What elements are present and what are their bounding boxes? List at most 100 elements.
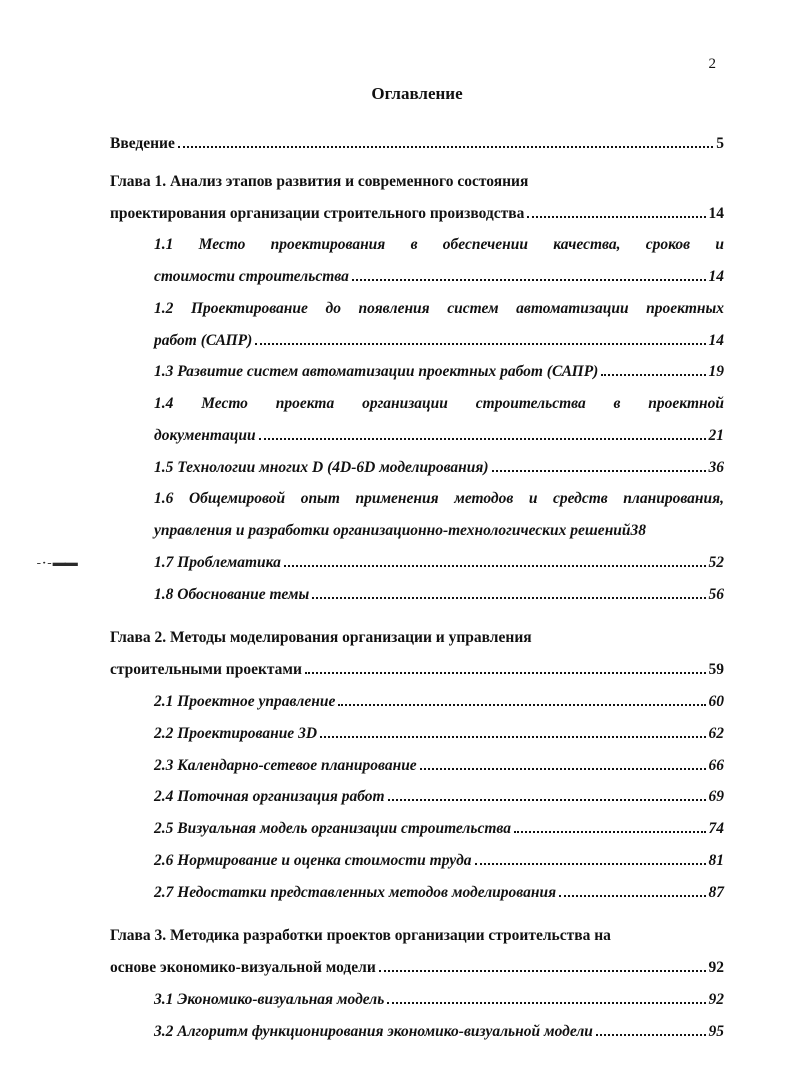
dot-leader — [284, 556, 706, 567]
toc-subentry: 3.2 Алгоритм функционирования экономико-… — [110, 1016, 724, 1048]
toc-page: 66 — [709, 750, 725, 782]
toc-entry: строительными проектами 59 — [110, 654, 724, 686]
toc-subentry: управления и разработки организационно-т… — [110, 515, 724, 547]
dot-leader — [601, 366, 705, 377]
dot-leader — [255, 334, 705, 345]
dot-leader — [527, 207, 705, 218]
toc-subentry: 2.2 Проектирование 3D 62 — [110, 718, 724, 750]
toc-label: 2.4 Поточная организация работ — [154, 781, 385, 813]
dot-leader — [312, 588, 705, 599]
toc-label: 2.5 Визуальная модель организации строит… — [154, 813, 511, 845]
toc-subentry: 1.7 Проблематика 52 — [110, 547, 724, 579]
toc-page: 81 — [709, 845, 725, 877]
toc-subentry: стоимости строительства 14 — [110, 261, 724, 293]
toc-page: 59 — [709, 654, 725, 686]
dot-leader — [379, 962, 706, 973]
toc-label: 1.4 Место проекта организации строительс… — [154, 388, 724, 420]
toc-label: Введение — [110, 128, 175, 160]
toc-subentry: 2.1 Проектное управление 60 — [110, 686, 724, 718]
chapter-heading: Глава 2. Методы моделирования организаци… — [110, 622, 724, 654]
toc-page: 21 — [709, 420, 725, 452]
toc-label: 1.7 Проблематика — [154, 547, 281, 579]
toc-page: 95 — [709, 1016, 725, 1048]
toc-subentry: 2.4 Поточная организация работ 69 — [110, 781, 724, 813]
toc-label: 3.2 Алгоритм функционирования экономико-… — [154, 1016, 593, 1048]
toc-subentry: 2.5 Визуальная модель организации строит… — [110, 813, 724, 845]
toc-page: 36 — [709, 452, 725, 484]
toc-label: 1.2 Проектирование до появления систем а… — [154, 293, 724, 325]
toc-subentry-continuation: 1.4 Место проекта организации строительс… — [110, 388, 724, 420]
toc-page: 60 — [709, 686, 725, 718]
toc-page: 87 — [709, 877, 725, 909]
toc-subentry: 1.5 Технологии многих D (4D-6D моделиров… — [110, 452, 724, 484]
toc-subentry: 2.7 Недостатки представленных методов мо… — [110, 877, 724, 909]
dot-leader — [352, 271, 706, 282]
toc-page: 62 — [709, 718, 725, 750]
toc-label: основе экономико-визуальной модели — [110, 952, 376, 984]
dot-leader — [514, 823, 706, 834]
chapter-heading: Глава 3. Методика разработки проектов ор… — [110, 920, 724, 952]
toc-page: 69 — [709, 781, 725, 813]
toc-page: 5 — [716, 128, 724, 160]
toc-subentry: документации 21 — [110, 420, 724, 452]
toc-label: проектирования организации строительного… — [110, 198, 524, 230]
toc-label: 1.3 Развитие систем автоматизации проект… — [154, 356, 598, 388]
dot-leader — [559, 886, 705, 897]
toc-subentry: работ (САПР) 14 — [110, 325, 724, 357]
toc-page: 92 — [709, 952, 725, 984]
toc-page: 14 — [709, 261, 725, 293]
toc-page: 56 — [709, 579, 725, 611]
toc-label: 1.5 Технологии многих D (4D-6D моделиров… — [154, 452, 489, 484]
toc-subentry: 1.3 Развитие систем автоматизации проект… — [110, 356, 724, 388]
toc-subentry: 2.6 Нормирование и оценка стоимости труд… — [110, 845, 724, 877]
toc-label: 2.7 Недостатки представленных методов мо… — [154, 877, 556, 909]
toc-entry: проектирования организации строительного… — [110, 198, 724, 230]
toc-label: стоимости строительства — [154, 261, 349, 293]
toc-label: работ (САПР) — [154, 325, 252, 357]
toc-page: 38 — [631, 515, 647, 547]
dot-leader — [259, 429, 706, 440]
dot-leader — [420, 759, 706, 770]
toc-subentry-continuation: 1.1 Место проектирования в обеспечении к… — [110, 229, 724, 261]
dot-leader — [596, 1025, 706, 1036]
spacer — [110, 908, 724, 914]
toc-subentry: 1.8 Обоснование темы 56 — [110, 579, 724, 611]
scan-artifact: - · - ▬▬ — [37, 557, 77, 569]
toc-label: управления и разработки организационно-т… — [154, 515, 631, 547]
dot-leader — [320, 727, 705, 738]
spacer — [110, 610, 724, 616]
toc-label: 3.1 Экономико-визуальная модель — [154, 984, 384, 1016]
toc-label: строительными проектами — [110, 654, 302, 686]
dot-leader — [475, 854, 706, 865]
toc-label: 2.2 Проектирование 3D — [154, 718, 317, 750]
toc-entry: Введение 5 — [110, 128, 724, 160]
toc-subentry-continuation: 1.6 Общемировой опыт применения методов … — [110, 483, 724, 515]
toc-label: 2.1 Проектное управление — [154, 686, 335, 718]
toc-subentry-continuation: 1.2 Проектирование до появления систем а… — [110, 293, 724, 325]
toc-page: 92 — [709, 984, 725, 1016]
toc-body: Введение 5 Глава 1. Анализ этапов развития… — [110, 128, 724, 1047]
chapter-heading: Глава 1. Анализ этапов развития и соврем… — [110, 166, 724, 198]
toc-page: 52 — [709, 547, 725, 579]
dot-leader — [338, 696, 705, 707]
toc-page: 19 — [709, 356, 725, 388]
dot-leader — [387, 993, 705, 1004]
toc-label: 1.6 Общемировой опыт применения методов … — [154, 483, 724, 515]
toc-label: документации — [154, 420, 256, 452]
dot-leader — [178, 137, 713, 148]
toc-label: 2.3 Календарно-сетевое планирование — [154, 750, 417, 782]
dot-leader — [388, 791, 706, 802]
toc-label: 1.1 Место проектирования в обеспечении к… — [154, 229, 724, 261]
toc-page: 14 — [709, 198, 725, 230]
toc-title: Оглавление — [110, 84, 724, 104]
toc-subentry: 3.1 Экономико-визуальная модель 92 — [110, 984, 724, 1016]
toc-page: 14 — [709, 325, 725, 357]
toc-subentry: 2.3 Календарно-сетевое планирование 66 — [110, 750, 724, 782]
toc-label: 2.6 Нормирование и оценка стоимости труд… — [154, 845, 472, 877]
page-number: 2 — [709, 56, 717, 73]
dot-leader — [305, 664, 706, 675]
toc-page: 74 — [709, 813, 725, 845]
dot-leader — [492, 461, 706, 472]
toc-entry: основе экономико-визуальной модели 92 — [110, 952, 724, 984]
toc-label: 1.8 Обоснование темы — [154, 579, 309, 611]
